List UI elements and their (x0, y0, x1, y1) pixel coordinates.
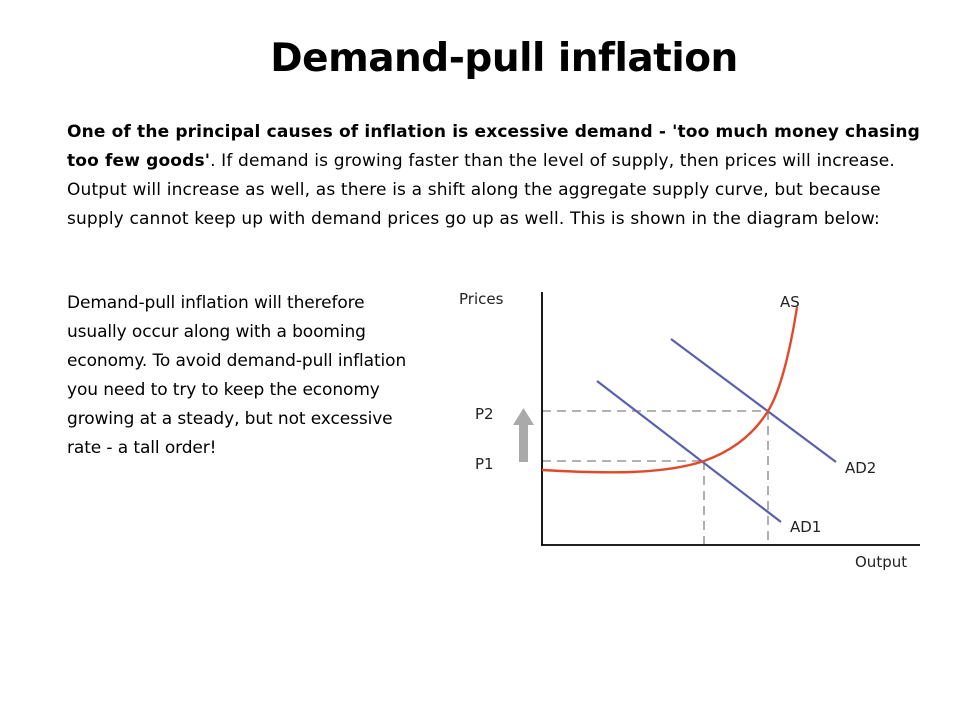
axes (541, 292, 920, 546)
slide-title: Demand-pull inflation (270, 36, 738, 81)
demand-pull-diagram: Prices Output AS AD2 AD1 P2 P1 (459, 290, 920, 571)
x-axis-label: Output (855, 553, 907, 571)
ad1-label: AD1 (790, 518, 821, 536)
demand-curves (596, 338, 837, 523)
p1-label: P1 (475, 455, 494, 473)
as-curve (541, 306, 799, 474)
arrow-head (513, 408, 534, 425)
intro-rest: . If demand is growing faster than the l… (67, 151, 895, 229)
ad2-curve (670, 338, 837, 463)
p2-label: P2 (475, 405, 494, 423)
arrow-shaft (519, 424, 528, 462)
intro-lead-bold: One of the principal causes of inflation… (67, 122, 920, 171)
price-rise-arrow (513, 408, 534, 462)
as-label: AS (780, 293, 800, 311)
intro-paragraph: One of the principal causes of inflation… (67, 118, 927, 234)
guide-lines (542, 410, 769, 544)
side-paragraph: Demand-pull inflation will therefore usu… (67, 293, 407, 458)
y-axis-label: Prices (459, 290, 504, 308)
ad2-label: AD2 (845, 459, 876, 477)
ad1-curve (596, 380, 782, 523)
